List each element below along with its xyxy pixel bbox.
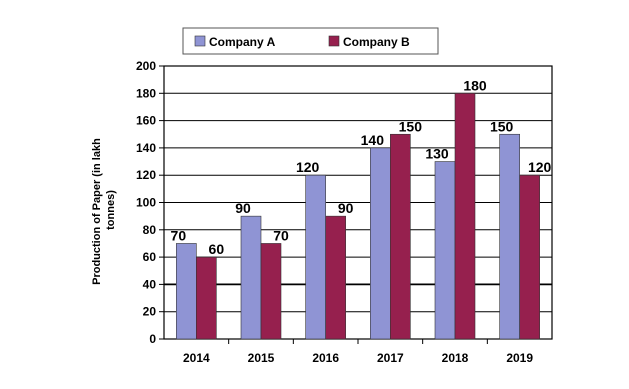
y-tick-label-0: 0 xyxy=(149,332,156,346)
data-label-company-b-2019: 120 xyxy=(528,159,552,175)
bar-company-b-2019 xyxy=(519,174,540,340)
y-tick-label-100: 100 xyxy=(136,196,156,210)
data-label-company-a-2015: 90 xyxy=(235,200,251,216)
x-tick-label-2019: 2019 xyxy=(506,351,533,365)
y-tick-label-40: 40 xyxy=(143,277,157,291)
bar-company-a-2015 xyxy=(240,215,262,340)
x-tick-label-2017: 2017 xyxy=(377,351,404,365)
x-tick-label-2018: 2018 xyxy=(442,351,469,365)
legend-label-company-a: Company A xyxy=(209,35,276,49)
bar-company-a-2016 xyxy=(305,174,326,340)
y-axis-ticks: 0 20 40 60 80 100 120 140 160 180 200 xyxy=(136,59,164,346)
gridlines xyxy=(164,92,552,313)
legend-swatch-company-b xyxy=(328,35,340,47)
y-axis-title: Production of Paper (in lakh tonnes) xyxy=(91,135,117,285)
bars xyxy=(176,93,540,340)
y-tick-label-200: 200 xyxy=(136,59,156,73)
legend: Company A Company B xyxy=(182,27,439,55)
y-tick-label-60: 60 xyxy=(143,250,157,264)
legend-box xyxy=(182,27,439,55)
legend-swatch-company-a xyxy=(194,35,206,47)
y-tick-label-160: 160 xyxy=(136,114,156,128)
x-tick-label-2014: 2014 xyxy=(183,351,210,365)
data-label-company-a-2018: 130 xyxy=(425,146,449,162)
y-tick-label-180: 180 xyxy=(136,86,156,100)
bar-company-a-2018 xyxy=(434,161,456,340)
y-tick-label-20: 20 xyxy=(143,305,157,319)
bar-company-b-2014 xyxy=(196,256,217,340)
y-tick-label-120: 120 xyxy=(136,168,156,182)
y-tick-label-140: 140 xyxy=(136,141,156,155)
data-label-company-b-2015: 70 xyxy=(273,227,289,243)
bar-company-a-2017 xyxy=(370,147,391,340)
x-tick-label-2016: 2016 xyxy=(312,351,339,365)
data-label-company-a-2016: 120 xyxy=(296,159,320,175)
y-axis-title-line-2: tonnes) xyxy=(105,190,117,230)
y-tick-label-80: 80 xyxy=(143,223,157,237)
data-label-company-a-2017: 140 xyxy=(361,132,385,148)
data-label-company-b-2016: 90 xyxy=(338,200,354,216)
data-label-company-b-2018: 180 xyxy=(463,77,487,93)
data-label-company-a-2019: 150 xyxy=(490,118,514,134)
bar-company-b-2018 xyxy=(454,93,476,340)
data-label-company-b-2014: 60 xyxy=(209,241,225,257)
x-axis-ticks: 2014 2015 2016 2017 2018 2019 xyxy=(183,339,533,365)
bar-company-a-2014 xyxy=(176,243,197,340)
data-label-company-a-2014: 70 xyxy=(171,227,187,243)
y-axis-title-line-1: Production of Paper (in lakh xyxy=(91,138,103,285)
legend-label-company-b: Company B xyxy=(343,35,410,49)
bar-company-b-2016 xyxy=(325,215,346,340)
x-tick-label-2015: 2015 xyxy=(248,351,275,365)
data-label-company-b-2017: 150 xyxy=(399,118,423,134)
bar-company-b-2017 xyxy=(390,133,411,340)
bar-company-b-2015 xyxy=(260,243,282,340)
bar-company-a-2019 xyxy=(499,133,520,340)
